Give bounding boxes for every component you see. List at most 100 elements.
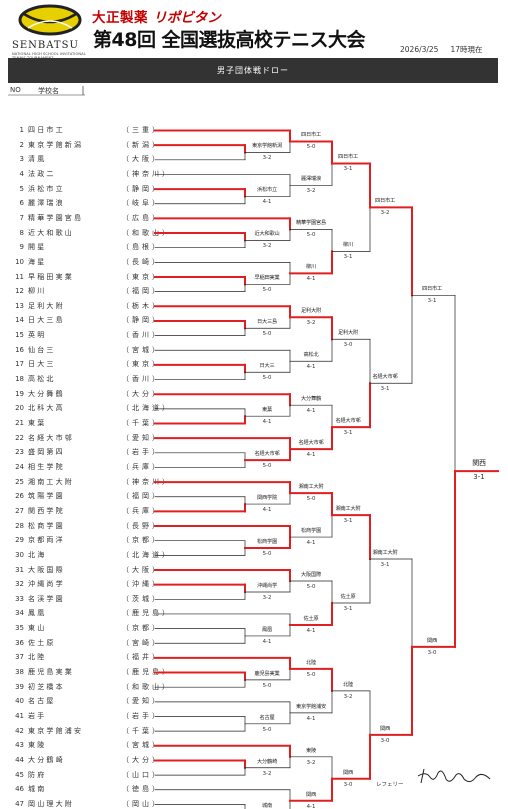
entry-school: 足利大附 <box>28 301 65 310</box>
entry-pref: （茨城） <box>122 594 162 603</box>
match-score: 3-0 <box>427 649 437 656</box>
match-winner: 佐土原 <box>303 615 319 622</box>
entry-no: 10 <box>15 257 24 266</box>
match-winner: 湘南工大附 <box>335 506 361 513</box>
entry-no: 38 <box>15 668 24 677</box>
match-winner: 松商学園 <box>257 539 277 546</box>
entry-pref: （三重） <box>122 126 162 134</box>
champion-name: 関西 <box>472 459 486 468</box>
entry-no: 45 <box>15 770 24 779</box>
match-score: 5-0 <box>306 671 316 678</box>
match-winner: 関西 <box>380 725 390 732</box>
entry-school: 筑陽学園 <box>28 492 65 501</box>
entry-pref: （愛知） <box>122 697 162 706</box>
entry-pref: （宮城） <box>122 741 162 750</box>
entry-school: 佐土原 <box>28 638 56 647</box>
match-winner: 関西学院 <box>257 495 277 502</box>
entry-school: 京都両洋 <box>28 536 65 545</box>
entry-no: 13 <box>15 301 24 310</box>
entry-pref: （宮崎） <box>122 638 162 647</box>
entry-pref: （徳島） <box>122 785 162 794</box>
match-winner: 北陸 <box>343 681 353 688</box>
entry-school: 清風 <box>28 155 47 164</box>
match-score: 5-0 <box>262 375 272 382</box>
match-winner: 柳川 <box>306 264 316 271</box>
entry-school: 盛岡第四 <box>28 448 65 457</box>
sponsor-company: 大正製薬 <box>92 10 148 26</box>
entry-no: 31 <box>15 565 24 574</box>
match-winner: 浜松市立 <box>257 187 277 194</box>
entry-pref: （福井） <box>122 653 162 662</box>
match-winner: 四日市工 <box>301 132 321 139</box>
entry-pref: （大分） <box>122 389 162 398</box>
page-title: 第48回 全国選抜高校テニス大会 <box>93 29 366 51</box>
entry-school: 名経大市邨 <box>28 433 74 442</box>
entry-no: 46 <box>15 785 24 794</box>
match-winner: 鹿児島実業 <box>254 670 280 677</box>
match-winner: 近大和歌山 <box>254 231 280 238</box>
entry-no: 32 <box>15 580 24 589</box>
entry-pref: （岐阜） <box>122 199 162 208</box>
match-score: 4-1 <box>306 627 316 634</box>
match-winner: 沖縄尚学 <box>257 582 277 589</box>
draw-banner: 男子団体戦ドロー <box>8 58 498 83</box>
entry-pref: （長野） <box>122 521 162 530</box>
entry-pref: （栃木） <box>122 301 162 310</box>
match-winner: 日大三島 <box>257 319 277 326</box>
entry-school: 鳳凰 <box>28 609 47 618</box>
match-score: 5-0 <box>262 463 272 470</box>
entry-pref: （和歌山） <box>122 682 172 691</box>
match-score: 4-1 <box>306 715 316 722</box>
entry-school: 初芝橋本 <box>28 682 65 691</box>
match-winner: 名経大市邨 <box>254 451 280 458</box>
match-winner: 四日市工 <box>422 286 442 293</box>
entry-no: 44 <box>15 755 24 764</box>
entry-school: 英明 <box>28 331 47 340</box>
entry-no: 39 <box>15 682 24 691</box>
entry-no: 35 <box>15 624 24 633</box>
entry-no: 18 <box>15 375 24 384</box>
match-winner: 東京学館浦安 <box>296 703 326 710</box>
entry-pref: （兵庫） <box>122 462 162 471</box>
entry-no: 4 <box>19 169 24 178</box>
entry-no: 25 <box>15 477 24 486</box>
match-score: 3-2 <box>306 320 316 327</box>
match-winner: 早稲田実業 <box>254 275 280 282</box>
entry-school: 鹿児島実業 <box>28 668 74 677</box>
match-score: 3-2 <box>306 759 316 766</box>
match-score: 5-0 <box>262 331 272 338</box>
entry-no: 7 <box>19 213 24 222</box>
match-winner: 関西 <box>427 637 437 644</box>
entry-school: 松商学園 <box>28 521 65 530</box>
logo-text: SENBATSU <box>12 40 79 51</box>
entry-school: 海星 <box>28 257 47 266</box>
entry-pref: （香川） <box>122 331 162 340</box>
referee-label: レフェリー <box>376 782 404 788</box>
entry-school: 精華学園宮島 <box>28 213 84 222</box>
entry-no: 37 <box>15 653 24 662</box>
entry-pref: （静岡） <box>122 316 162 325</box>
match-winner: 名経大市邨 <box>298 440 324 447</box>
entry-no: 36 <box>15 638 24 647</box>
entry-school: 湘南工大附 <box>28 477 74 486</box>
entry-no: 27 <box>15 506 24 515</box>
entry-pref: （新潟） <box>122 140 162 149</box>
entry-no: 12 <box>15 287 24 296</box>
match-winner: 日大三 <box>259 363 275 370</box>
match-winner: 城南 <box>262 802 272 809</box>
entry-no: 24 <box>15 462 24 471</box>
entry-school: 東京学館新潟 <box>28 140 84 149</box>
entry-pref: （宮城） <box>122 345 162 354</box>
match-score: 4-1 <box>306 452 316 459</box>
entry-pref: （兵庫） <box>122 506 162 515</box>
entry-school: 名渓学園 <box>28 594 65 603</box>
match-winner: 精華学園宮島 <box>296 220 326 227</box>
entry-no: 9 <box>19 243 24 252</box>
entry-no: 47 <box>15 799 24 808</box>
match-score: 3-1 <box>343 254 353 261</box>
entry-no: 41 <box>15 712 24 720</box>
match-winner: 高松北 <box>303 352 319 359</box>
match-score: 4-1 <box>306 803 316 809</box>
entry-school: 関西学院 <box>28 506 65 515</box>
entry-no: 2 <box>19 140 24 149</box>
